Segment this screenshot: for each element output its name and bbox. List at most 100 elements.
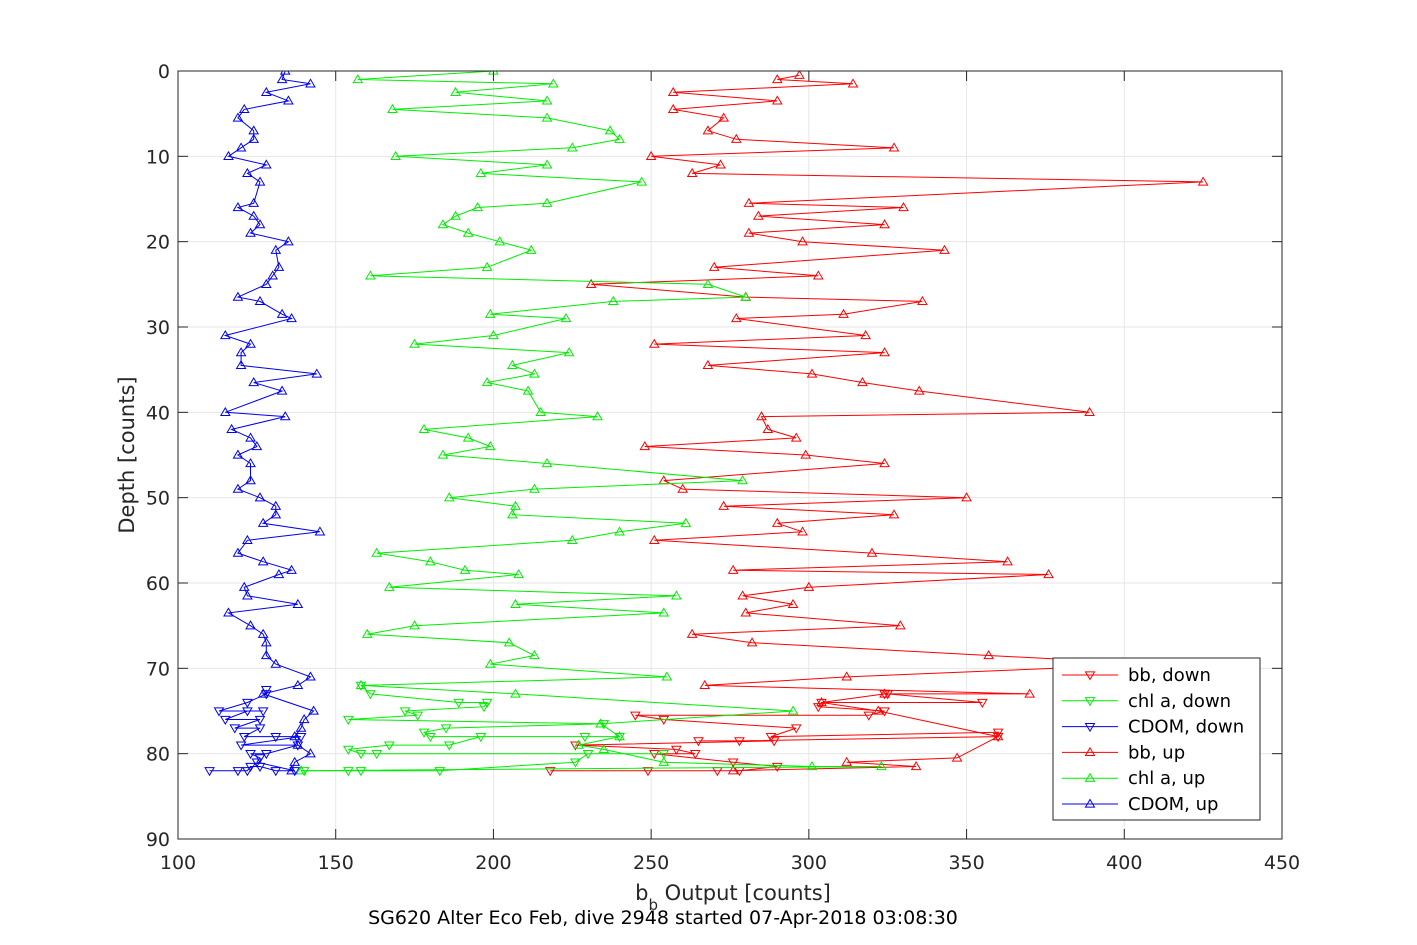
data-point	[260, 86, 272, 96]
data-point	[888, 142, 900, 152]
data-point	[541, 95, 553, 105]
x-axis-label-rest: Output [counts]	[658, 881, 831, 905]
data-point	[743, 227, 755, 237]
data-point	[314, 526, 326, 536]
data-point	[718, 112, 730, 122]
data-point	[355, 681, 367, 691]
data-point	[283, 95, 294, 105]
data-point	[917, 295, 928, 306]
data-point	[251, 758, 263, 768]
data-point	[1002, 556, 1013, 566]
data-point	[983, 650, 995, 660]
data-point	[866, 547, 878, 557]
data-point	[648, 750, 660, 760]
data-point	[740, 607, 752, 617]
data-point	[365, 270, 376, 280]
data-point	[481, 376, 493, 387]
data-point	[418, 423, 430, 434]
data-point	[727, 758, 739, 768]
data-point	[232, 547, 244, 557]
data-point	[383, 581, 395, 591]
data-point	[475, 732, 487, 743]
data-point	[254, 492, 266, 502]
data-point	[1084, 406, 1095, 416]
data-point	[522, 385, 534, 395]
legend-entry: bb, up	[1062, 742, 1185, 763]
y-tick-label: 50	[146, 488, 170, 510]
data-point	[226, 423, 237, 434]
data-point	[481, 698, 493, 708]
data-point	[648, 338, 660, 348]
data-point	[800, 449, 812, 459]
data-point	[311, 368, 323, 378]
data-point	[727, 564, 739, 574]
data-point	[560, 312, 572, 323]
data-point	[286, 312, 297, 323]
data-point	[879, 688, 890, 698]
y-tick-label: 10	[146, 146, 170, 168]
data-point	[639, 440, 651, 451]
data-point	[740, 291, 752, 301]
data-point	[245, 227, 256, 237]
data-point	[790, 724, 802, 734]
data-point	[286, 564, 297, 574]
legend-marker	[1084, 772, 1096, 782]
data-point	[888, 509, 900, 519]
data-point	[743, 197, 755, 207]
data-point	[566, 534, 578, 544]
legend-label: bb, down	[1128, 665, 1211, 686]
x-axis-label-subscript: b	[648, 896, 658, 914]
legend: bb, down chl a, down CDOM, down bb, up chl a…	[1052, 657, 1261, 821]
data-point	[254, 754, 266, 764]
data-point	[541, 197, 553, 207]
data-point	[727, 765, 739, 775]
data-point	[232, 483, 244, 493]
series-chl-a-down	[298, 681, 670, 777]
x-tick-label: 350	[948, 852, 984, 874]
data-point	[437, 219, 449, 229]
data-point	[1024, 688, 1036, 698]
series-cdom-down	[204, 686, 307, 777]
series-line	[550, 693, 999, 772]
data-point	[529, 368, 540, 378]
legend-label: bb, up	[1128, 742, 1185, 763]
data-point	[513, 568, 525, 579]
data-point	[424, 732, 436, 743]
data-point	[260, 750, 272, 760]
data-point	[525, 244, 537, 254]
legend-entry: chl a, down	[1062, 691, 1231, 712]
data-point	[232, 112, 244, 122]
data-point	[355, 750, 367, 760]
data-point	[939, 244, 950, 254]
data-point	[629, 711, 641, 721]
data-point	[910, 760, 922, 771]
data-point	[361, 628, 373, 638]
data-point	[245, 475, 256, 485]
data-point	[242, 698, 253, 708]
data-point	[232, 449, 244, 459]
x-tick-label: 150	[318, 852, 354, 874]
data-point	[566, 142, 578, 152]
data-point	[806, 368, 818, 378]
legend-entry: CDOM, down	[1062, 717, 1244, 738]
data-point	[671, 590, 682, 600]
data-point	[223, 150, 234, 160]
data-point	[245, 762, 256, 772]
data-point	[248, 197, 260, 207]
data-point	[279, 411, 291, 421]
data-point	[658, 607, 670, 617]
x-tick-label: 400	[1106, 852, 1142, 874]
data-point	[453, 698, 465, 708]
data-point	[257, 628, 269, 638]
data-point	[510, 598, 521, 608]
data-point	[254, 295, 266, 306]
data-point	[475, 167, 487, 178]
data-point	[450, 210, 461, 220]
data-point	[951, 752, 963, 762]
y-tick-label: 60	[146, 573, 170, 595]
data-point	[412, 711, 424, 721]
data-point	[245, 458, 256, 468]
data-point	[245, 620, 256, 630]
data-point	[289, 756, 301, 766]
